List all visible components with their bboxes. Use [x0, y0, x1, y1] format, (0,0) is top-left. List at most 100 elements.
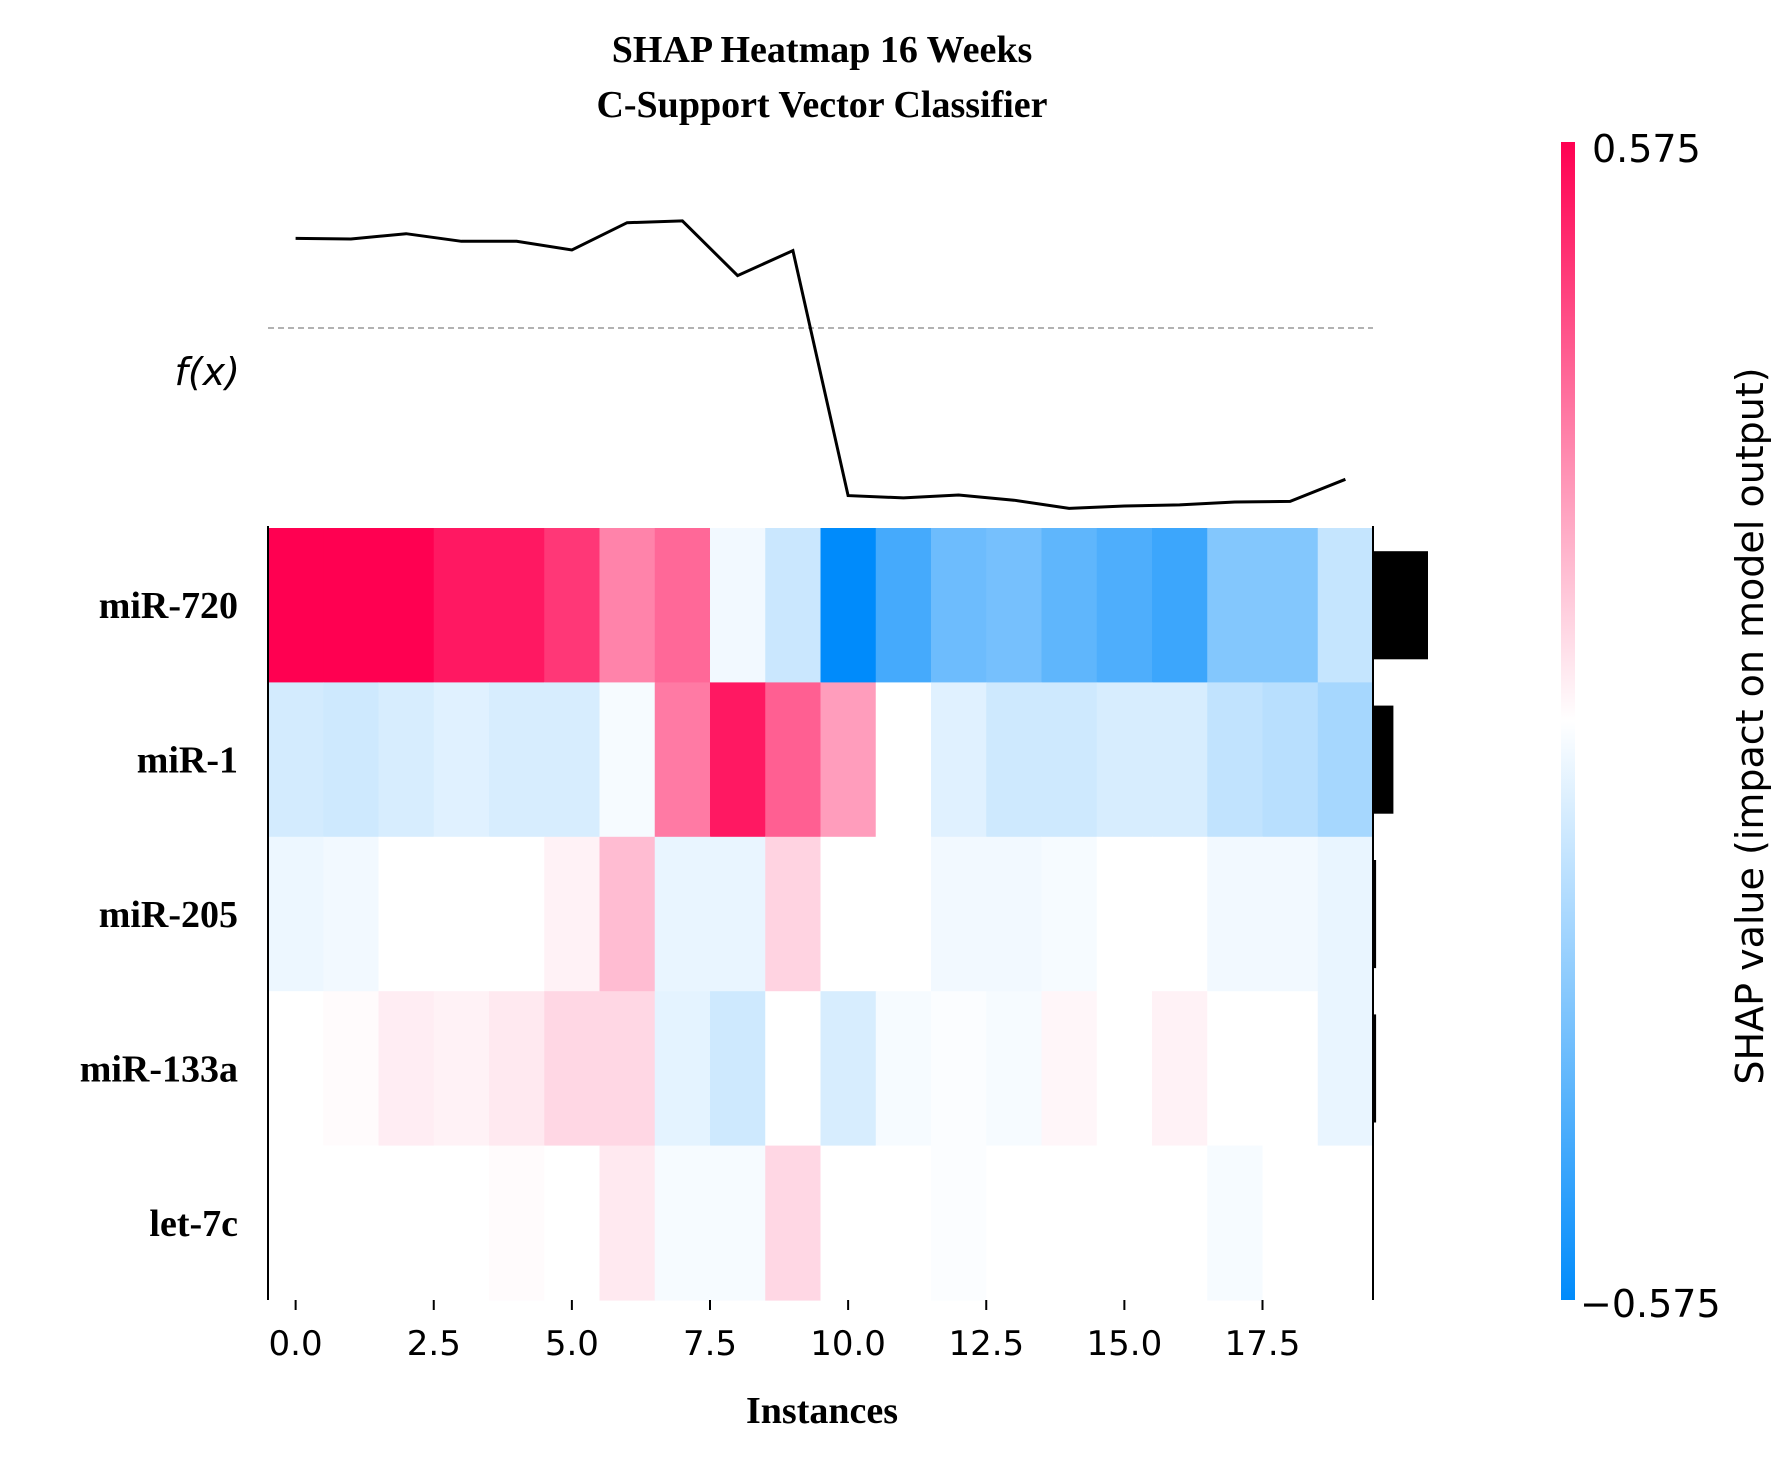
heatmap-cell — [1152, 1145, 1208, 1301]
heatmap-cell — [1152, 528, 1208, 683]
x-tick-label: 2.5 — [407, 1324, 461, 1364]
chart-title: SHAP Heatmap 16 Weeks — [612, 29, 1033, 71]
heatmap-cell — [765, 528, 822, 683]
heatmap-cell — [489, 528, 545, 683]
heatmap-cell — [1207, 991, 1264, 1147]
heatmap-cell — [931, 528, 987, 683]
colorbar-max-label: 0.575 — [1592, 127, 1701, 171]
heatmap-cell — [268, 682, 324, 838]
heatmap-cell — [765, 682, 822, 838]
heatmap-cell — [1152, 682, 1208, 838]
feature-labels: miR-720 miR-1 miR-205 miR-133a let-7c — [80, 585, 238, 1245]
importance-bars — [1373, 551, 1428, 1123]
heatmap-cell — [986, 991, 1043, 1147]
heatmap-cell — [1152, 836, 1208, 992]
heatmap-cell — [654, 836, 711, 992]
heatmap-cell — [1207, 528, 1264, 683]
heatmap-cell — [765, 1145, 822, 1301]
heatmap-cell — [378, 682, 435, 838]
heatmap-cell — [765, 991, 822, 1147]
heatmap-cell — [544, 836, 601, 992]
feature-label: let-7c — [149, 1203, 238, 1245]
x-tick-label: 17.5 — [1225, 1324, 1301, 1364]
heatmap-cell — [986, 528, 1043, 683]
x-tick-label: 10.0 — [810, 1324, 886, 1364]
x-tick-label: 7.5 — [683, 1324, 737, 1364]
heatmap-cell — [986, 1145, 1043, 1301]
heatmap-cell — [599, 836, 656, 992]
heatmap-cell — [1207, 682, 1264, 838]
heatmap-cell — [931, 682, 987, 838]
heatmap-cell — [820, 682, 877, 838]
heatmap-cell — [1207, 1145, 1264, 1301]
heatmap-cell — [1262, 836, 1319, 992]
heatmap-cell — [820, 1145, 877, 1301]
feature-label: miR-720 — [99, 585, 238, 627]
heatmap-cell — [268, 836, 324, 992]
heatmap-cell — [1041, 836, 1098, 992]
heatmap-cell — [323, 1145, 380, 1301]
heatmap-cell — [489, 991, 545, 1147]
heatmap-cell — [1317, 1145, 1374, 1301]
chart-subtitle: C-Support Vector Classifier — [596, 84, 1047, 126]
fx-line — [295, 219, 1346, 510]
heatmap-cell — [323, 836, 380, 992]
colorbar-min-label: −0.575 — [1580, 1282, 1721, 1326]
feature-label: miR-133a — [80, 1048, 238, 1090]
heatmap-cell — [1317, 991, 1374, 1147]
heatmap-cell — [323, 991, 380, 1147]
heatmap-cell — [710, 836, 766, 992]
heatmap-cell — [1096, 1145, 1153, 1301]
heatmap-cell — [544, 528, 601, 683]
heatmap-cell — [1152, 991, 1208, 1147]
heatmap-cell — [654, 1145, 711, 1301]
heatmap-cell — [765, 836, 822, 992]
feature-label: miR-1 — [137, 740, 238, 782]
heatmap-cell — [268, 528, 324, 683]
heatmap-cell — [931, 991, 987, 1147]
heatmap-cell — [931, 1145, 987, 1301]
heatmap-cell — [654, 528, 711, 683]
heatmap-cell — [1041, 528, 1098, 683]
heatmap-cell — [1262, 1145, 1319, 1301]
heatmap-cell — [544, 682, 601, 838]
importance-bar — [1373, 705, 1394, 814]
heatmap-cell — [875, 991, 932, 1147]
heatmap-cell — [1041, 991, 1098, 1147]
heatmap-cell — [433, 1145, 490, 1301]
heatmap-cell — [433, 991, 490, 1147]
heatmap-cell — [710, 682, 766, 838]
heatmap-cell — [268, 991, 324, 1147]
x-tick-label: 5.0 — [545, 1324, 599, 1364]
heatmap-cell — [820, 836, 877, 992]
heatmap-cell — [986, 682, 1043, 838]
heatmap-cell — [1041, 1145, 1098, 1301]
heatmap-cell — [931, 836, 987, 992]
heatmap-cell — [1317, 528, 1374, 683]
heatmap-cell — [1096, 528, 1153, 683]
heatmap-cell — [1317, 836, 1374, 992]
heatmap-cell — [323, 682, 380, 838]
heatmap-cell — [1041, 682, 1098, 838]
heatmap-cells — [268, 528, 1374, 1301]
heatmap-cell — [268, 1145, 324, 1301]
heatmap-cell — [378, 836, 435, 992]
heatmap-cell — [710, 1145, 766, 1301]
importance-bar — [1373, 1014, 1377, 1123]
heatmap-cell — [378, 528, 435, 683]
heatmap-cell — [1262, 528, 1319, 683]
heatmap-cell — [875, 836, 932, 992]
feature-label: miR-205 — [99, 894, 238, 936]
fx-line-plot — [268, 219, 1373, 510]
heatmap-cell — [1096, 991, 1153, 1147]
x-tick-label: 0.0 — [269, 1324, 323, 1364]
heatmap-cell — [489, 1145, 545, 1301]
heatmap-cell — [489, 682, 545, 838]
heatmap-cell — [599, 682, 656, 838]
heatmap-cell — [378, 991, 435, 1147]
heatmap-cell — [1262, 682, 1319, 838]
heatmap-cell — [875, 682, 932, 838]
importance-bar — [1373, 860, 1377, 969]
importance-bar — [1373, 551, 1428, 660]
heatmap-cell — [433, 528, 490, 683]
